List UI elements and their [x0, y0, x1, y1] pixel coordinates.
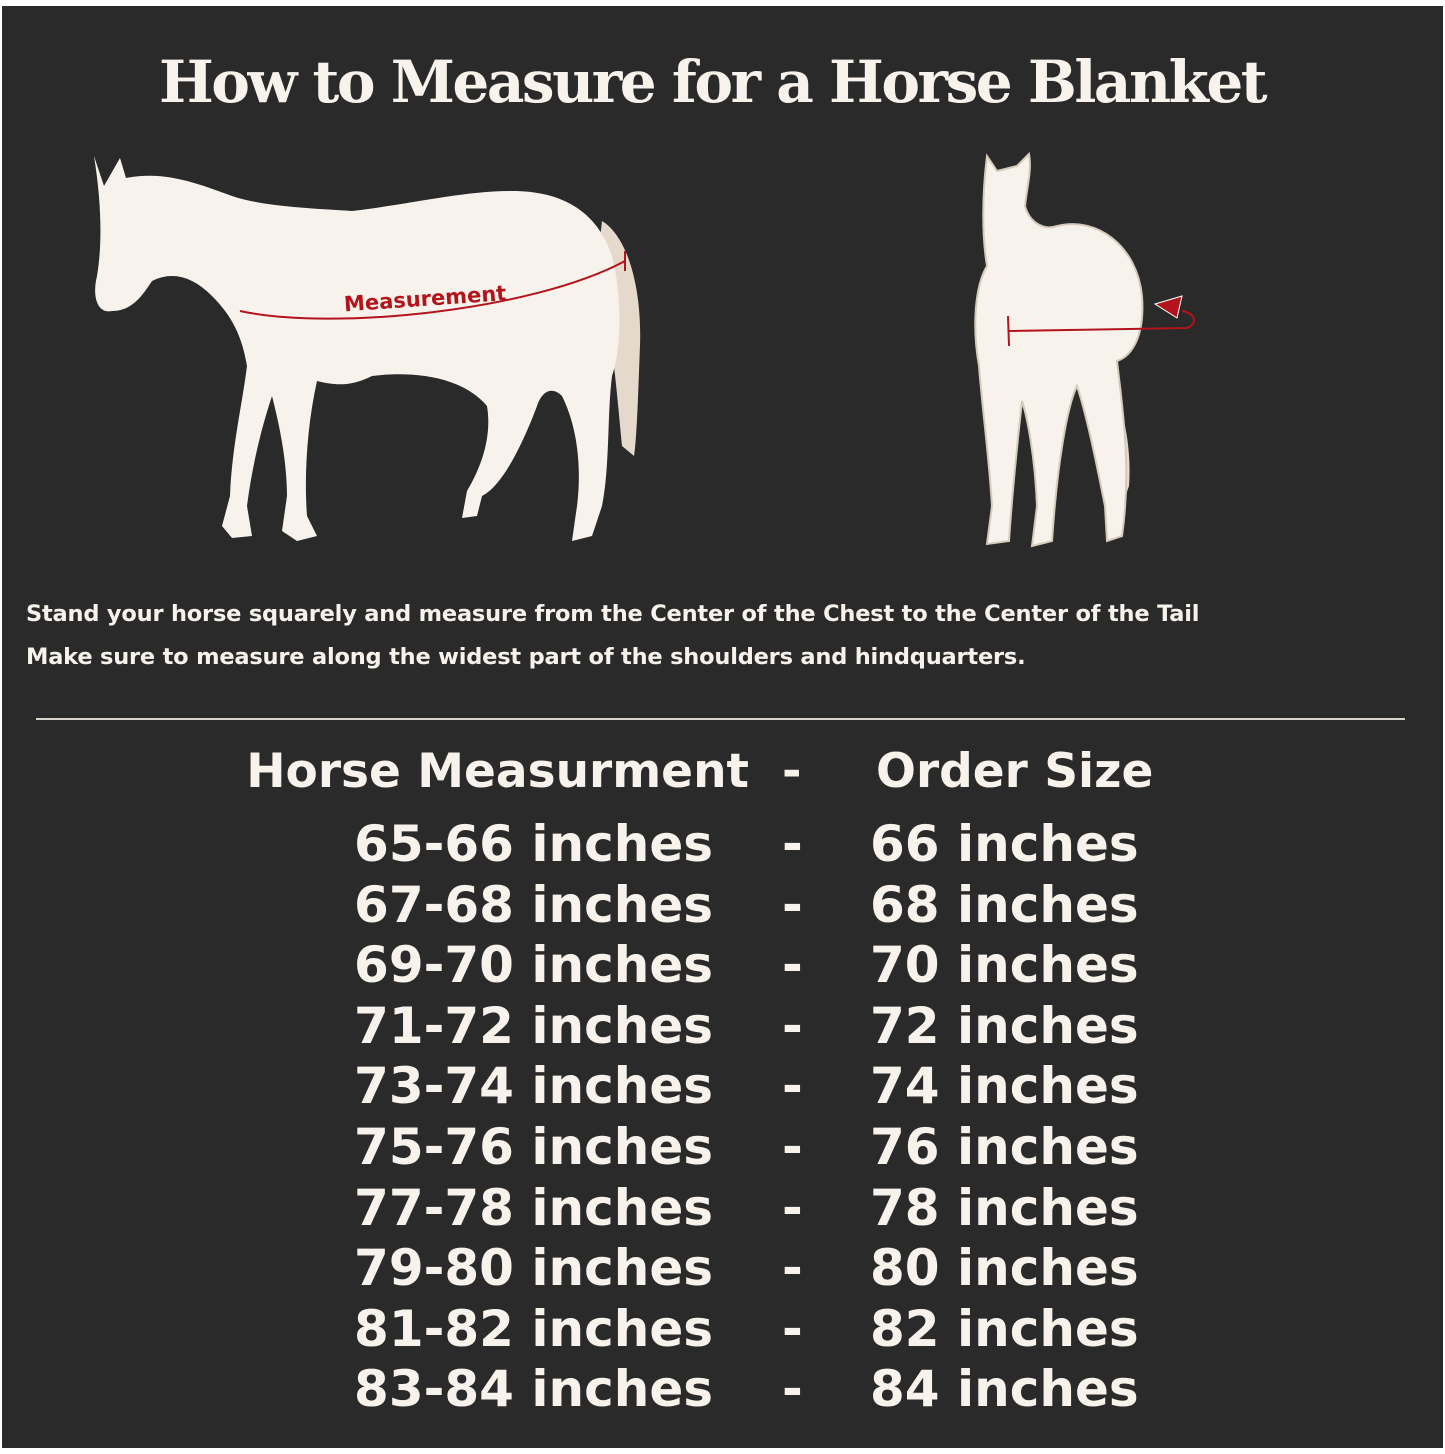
row-separator: - — [782, 1118, 803, 1176]
row-order-size: 70 inches — [870, 936, 1139, 995]
row-measurement: 77-78 inches — [354, 1178, 713, 1237]
horse-front-view-illustration — [974, 151, 1195, 548]
row-separator: - — [782, 1178, 803, 1237]
page-title: How to Measure for a Horse Blanket — [158, 48, 1268, 116]
row-order-size: 68 inches — [870, 875, 1139, 934]
row-measurement: 73-74 inches — [354, 1057, 713, 1116]
row-order-size: 80 inches — [870, 1239, 1139, 1298]
horse-side-view-illustration: Measurement — [94, 156, 641, 541]
measurement-line — [1008, 310, 1195, 332]
divider — [36, 718, 1405, 720]
row-separator: - — [782, 875, 803, 934]
row-order-size: 84 inches — [870, 1360, 1139, 1419]
row-separator: - — [782, 936, 803, 995]
row-measurement: 71-72 inches — [354, 996, 713, 1055]
row-measurement: 65-66 inches — [354, 815, 713, 873]
row-measurement: 69-70 inches — [354, 936, 713, 995]
horse-body — [94, 156, 620, 541]
header-order-size: Order Size — [876, 744, 1154, 799]
horse-body — [974, 151, 1144, 548]
infographic-panel: How to Measure for a Horse Blanket Measu… — [2, 6, 1443, 1448]
row-order-size: 82 inches — [870, 1299, 1139, 1358]
measurement-arrow-icon — [1153, 295, 1183, 319]
row-order-size: 72 inches — [870, 996, 1139, 1055]
row-order-size: 74 inches — [870, 1057, 1139, 1116]
row-separator: - — [782, 996, 803, 1055]
instruction-line-2: Make sure to measure along the widest pa… — [26, 644, 1026, 670]
measurement-start-tick — [1007, 315, 1010, 347]
row-separator: - — [782, 815, 803, 873]
row-order-size: 78 inches — [870, 1178, 1139, 1237]
row-separator: - — [782, 1299, 803, 1358]
row-measurement: 75-76 inches — [354, 1118, 713, 1176]
row-measurement: 81-82 inches — [354, 1299, 713, 1358]
row-order-size: 76 inches — [870, 1118, 1139, 1176]
instruction-line-1: Stand your horse squarely and measure fr… — [26, 601, 1200, 627]
header-horse-measurement: Horse Measurment — [246, 744, 749, 799]
row-separator: - — [782, 1239, 803, 1298]
row-separator: - — [782, 1057, 803, 1116]
measurement-line — [239, 260, 626, 320]
header-separator: - — [782, 744, 802, 799]
row-measurement: 67-68 inches — [354, 875, 713, 934]
row-order-size: 66 inches — [870, 815, 1139, 873]
row-measurement: 83-84 inches — [354, 1360, 713, 1419]
row-measurement: 79-80 inches — [354, 1239, 713, 1298]
row-separator: - — [782, 1360, 803, 1419]
